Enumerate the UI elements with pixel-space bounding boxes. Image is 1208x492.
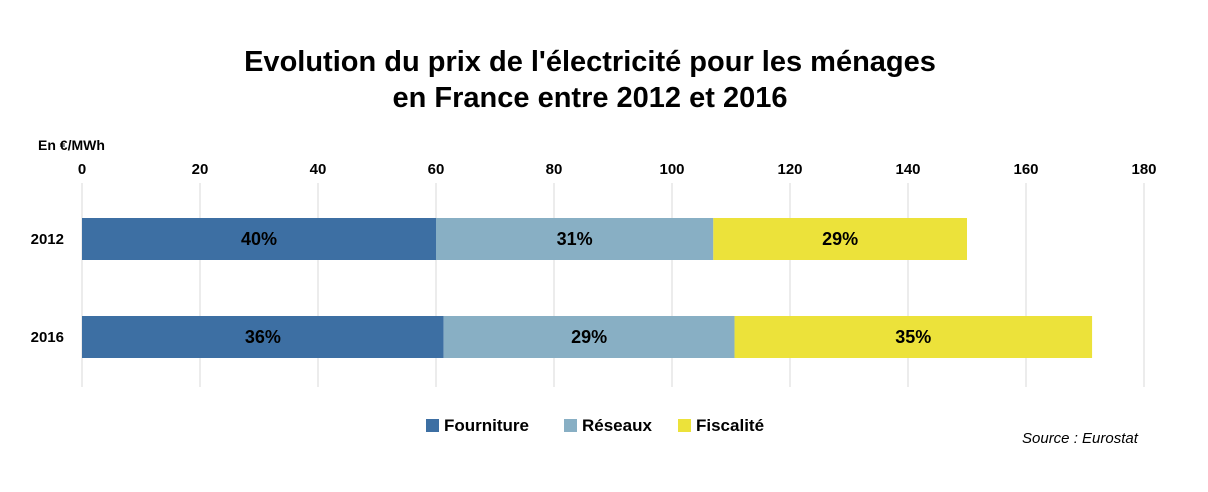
data-label-r-seaux-2016: 29%	[571, 327, 607, 347]
data-label-fiscalit--2012: 29%	[822, 229, 858, 249]
legend-label-r-seaux: Réseaux	[582, 416, 652, 435]
unit-label: En €/MWh	[38, 137, 105, 153]
x-tick-label-140: 140	[895, 161, 920, 178]
x-tick-label-180: 180	[1131, 161, 1156, 178]
x-tick-label-120: 120	[777, 161, 802, 178]
source-note: Source : Eurostat	[1022, 430, 1138, 447]
legend-label-fiscalit-: Fiscalité	[696, 416, 764, 435]
bar-r-seaux-2012	[436, 218, 714, 260]
legend-swatch-fiscalit-	[678, 419, 691, 432]
x-tick-label-80: 80	[546, 161, 563, 178]
x-tick-label-0: 0	[78, 161, 86, 178]
x-tick-label-100: 100	[659, 161, 684, 178]
data-label-r-seaux-2012: 31%	[557, 229, 593, 249]
data-label-fourniture-2016: 36%	[245, 327, 281, 347]
bar-fiscalit--2016	[734, 316, 1093, 358]
bar-fourniture-2012	[82, 218, 436, 260]
x-tick-label-60: 60	[428, 161, 445, 178]
legend-swatch-fourniture	[426, 419, 439, 432]
x-tick-label-40: 40	[310, 161, 327, 178]
data-label-fiscalit--2016: 35%	[895, 327, 931, 347]
legend-swatch-r-seaux	[564, 419, 577, 432]
bar-fiscalit--2012	[713, 218, 967, 260]
x-tick-label-160: 160	[1013, 161, 1038, 178]
chart-title: Evolution du prix de l'électricité pour …	[0, 44, 1180, 116]
chart-title-line-1: Evolution du prix de l'électricité pour …	[244, 46, 936, 78]
chart-title-line-2: en France entre 2012 et 2016	[392, 82, 788, 114]
category-label-2016: 2016	[31, 329, 64, 346]
category-label-2012: 2012	[31, 231, 64, 248]
x-tick-label-20: 20	[192, 161, 209, 178]
data-label-fourniture-2012: 40%	[241, 229, 277, 249]
bar-fourniture-2016	[82, 316, 444, 358]
bar-r-seaux-2016	[443, 316, 735, 358]
legend-label-fourniture: Fourniture	[444, 416, 529, 435]
